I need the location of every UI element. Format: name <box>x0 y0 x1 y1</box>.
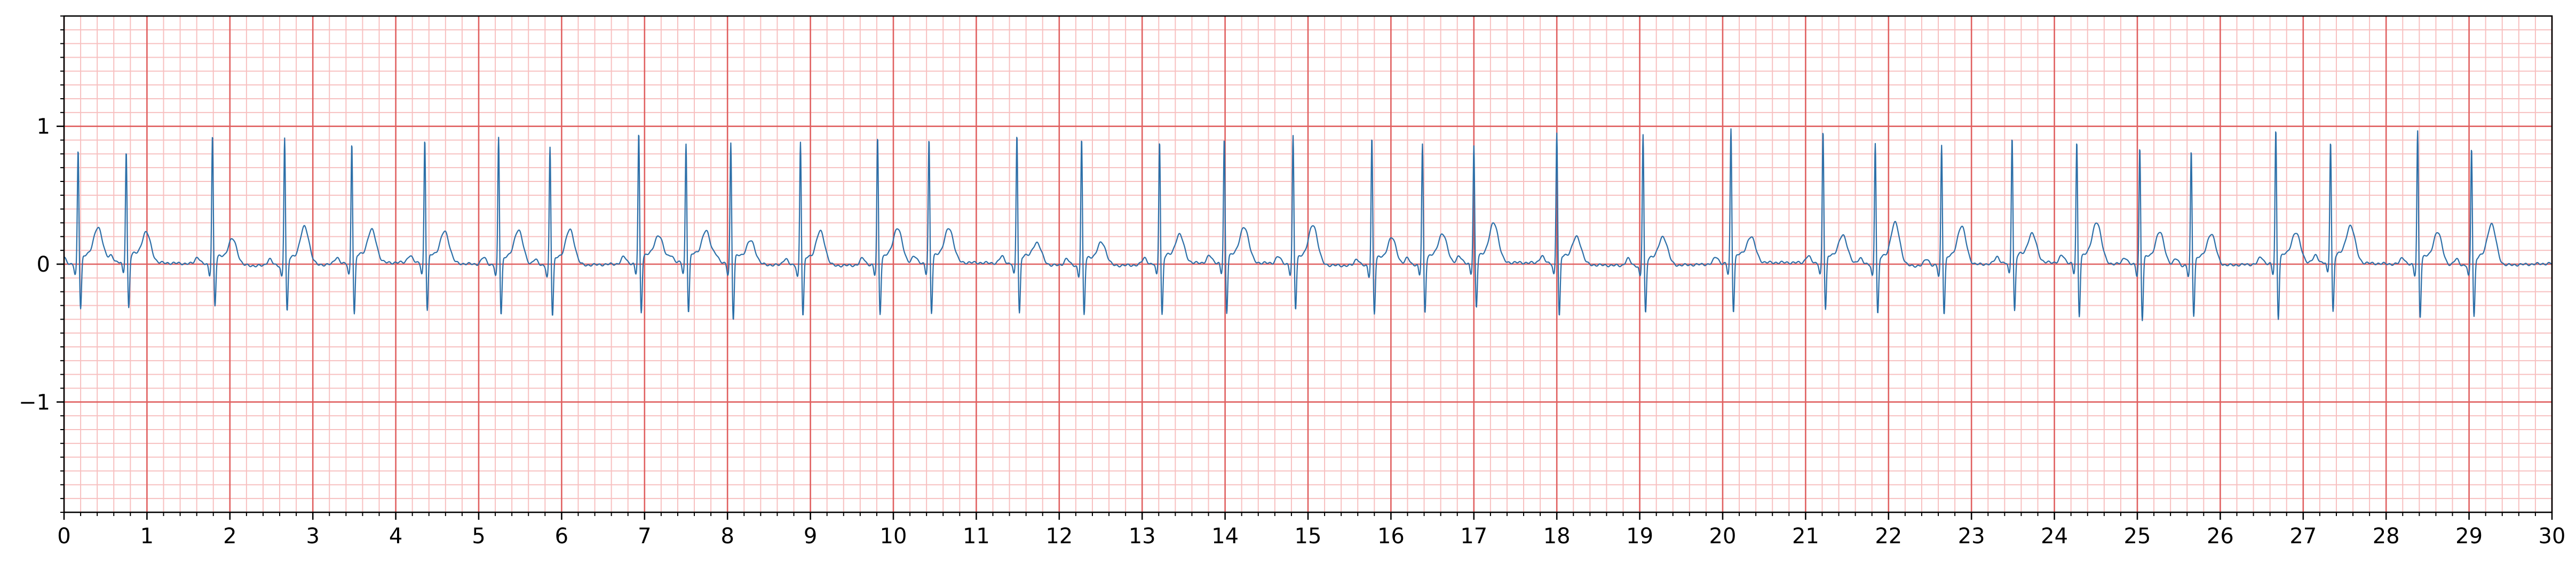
series-layer <box>64 128 2553 321</box>
x-tick-label: 19 <box>1626 524 1653 549</box>
x-tick-label: 12 <box>1045 524 1073 549</box>
x-tick-label: 5 <box>472 524 485 549</box>
ecg-series-line <box>64 128 2553 321</box>
x-tick-label: 4 <box>389 524 402 549</box>
x-tick-label: 20 <box>1709 524 1737 549</box>
y-tick-label: 0 <box>37 252 50 277</box>
x-tick-label: 9 <box>804 524 817 549</box>
x-tick-label: 2 <box>223 524 236 549</box>
x-tick-label: 17 <box>1460 524 1487 549</box>
x-tick-label: 16 <box>1377 524 1405 549</box>
y-tick-label: 1 <box>37 115 50 139</box>
x-tick-label: 24 <box>2041 524 2068 549</box>
x-tick-label: 15 <box>1295 524 1322 549</box>
x-tick-label: 14 <box>1211 524 1239 549</box>
x-tick-label: 29 <box>2455 524 2483 549</box>
x-tick-label: 0 <box>57 524 70 549</box>
y-tick-label: −1 <box>19 390 50 415</box>
x-tick-label: 30 <box>2539 524 2566 549</box>
x-tick-label: 25 <box>2124 524 2151 549</box>
y-axis-ticks: −1 0 1 <box>19 15 64 513</box>
x-tick-label: 11 <box>963 524 990 549</box>
x-tick-label: 26 <box>2207 524 2234 549</box>
major-grid <box>63 16 2553 512</box>
x-tick-label: 13 <box>1129 524 1156 549</box>
x-tick-label: 21 <box>1792 524 1819 549</box>
x-tick-label: 28 <box>2373 524 2400 549</box>
x-tick-label: 7 <box>638 524 651 549</box>
x-tick-label: 10 <box>880 524 907 549</box>
x-tick-label: 8 <box>720 524 734 549</box>
x-tick-label: 22 <box>1875 524 1902 549</box>
x-tick-label: 27 <box>2289 524 2317 549</box>
x-axis-ticks: 0 1 2 3 4 5 6 7 8 9 10 11 12 13 14 15 16 17 18 19 20 21 22 23 24… <box>57 512 2565 549</box>
x-tick-label: 1 <box>140 524 154 549</box>
x-tick-label: 18 <box>1543 524 1571 549</box>
x-tick-label: 23 <box>1958 524 1985 549</box>
x-tick-label: 3 <box>306 524 319 549</box>
x-tick-label: 6 <box>555 524 568 549</box>
